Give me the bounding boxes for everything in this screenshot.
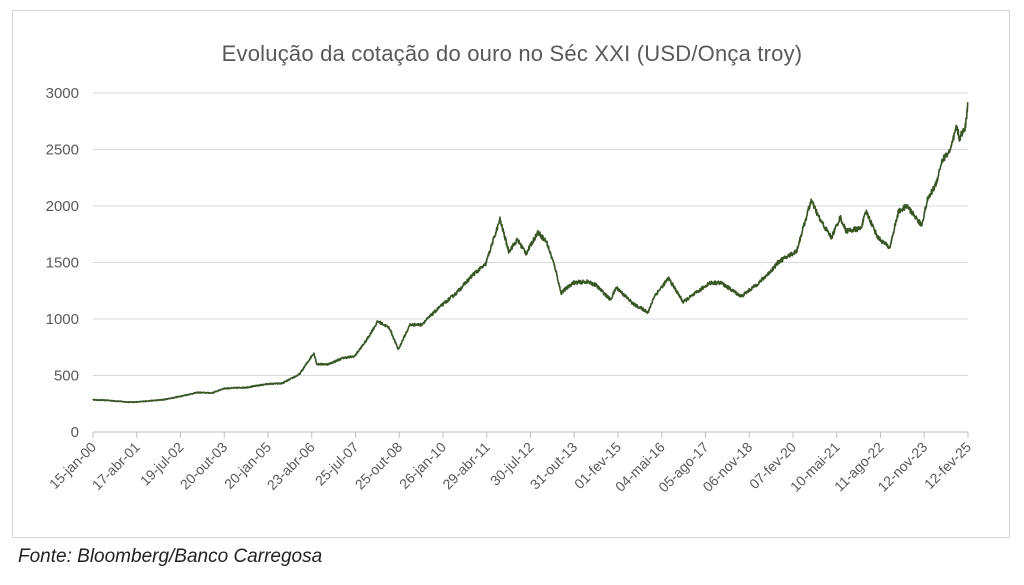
chart-title: Evolução da cotação do ouro no Séc XXI (…: [221, 41, 803, 66]
chart-plot: 0 500 1000 1500 2000 2500 3000 15-jan-0017-abr…: [46, 85, 975, 495]
x-tick-label: 23-abr-06: [264, 439, 318, 493]
x-tick-label: 20-out-03: [177, 439, 231, 493]
x-tick-label: 29-abr-11: [439, 439, 493, 493]
y-tick-label: 0: [71, 424, 79, 441]
chart-frame: Evolução da cotação do ouro no Séc XXI (…: [12, 10, 1010, 538]
y-tick-label: 2500: [46, 142, 79, 159]
y-tick-label: 500: [54, 368, 79, 385]
x-tick-label: 25-out-08: [352, 439, 406, 493]
series-line-layer: [92, 102, 969, 404]
y-axis-ticks: 0 500 1000 1500 2000 2500 3000: [46, 85, 79, 441]
x-tick-label: 17-abr-01: [89, 439, 143, 493]
y-tick-label: 1000: [46, 311, 79, 328]
series-line-0: [92, 102, 969, 404]
y-tick-label: 3000: [46, 85, 79, 102]
x-tick-label: 12-fev-25: [921, 439, 974, 492]
source-note: Fonte: Bloomberg/Banco Carregosa: [18, 546, 323, 567]
x-axis-ticks: 15-jan-0017-abr-0119-jul-0220-out-0320-j…: [46, 432, 974, 495]
x-tick-label: 31-out-13: [527, 439, 581, 493]
gridlines: [93, 92, 968, 376]
y-tick-label: 1500: [46, 255, 79, 272]
y-tick-label: 2000: [46, 198, 79, 215]
